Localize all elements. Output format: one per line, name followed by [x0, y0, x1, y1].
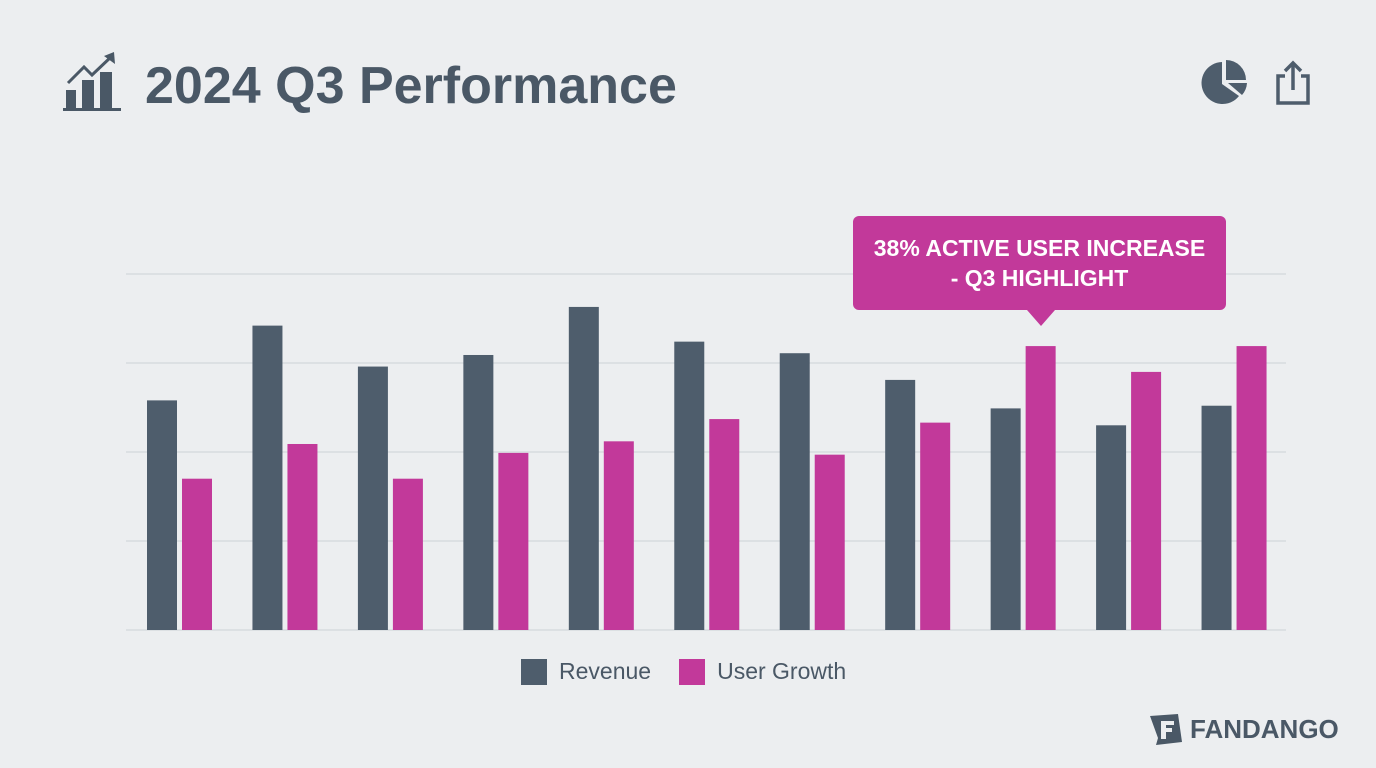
legend-swatch-revenue — [521, 658, 547, 685]
annotation-line-2: - Q3 HIGHLIGHT — [950, 265, 1129, 291]
bar-revenue — [357, 366, 388, 630]
bar-revenue — [779, 353, 810, 630]
bar-user-growth — [920, 422, 951, 630]
bar-revenue — [147, 400, 177, 630]
legend-item-revenue: Revenue — [521, 658, 651, 685]
bar-user-growth — [392, 478, 423, 630]
bar-user-growth — [182, 478, 212, 630]
brand-logo: FANDANGO — [1148, 712, 1339, 746]
share-icon[interactable] — [1273, 58, 1313, 108]
bar-user-growth — [287, 443, 318, 630]
legend-item-user-growth: User Growth — [679, 658, 846, 685]
bar-revenue — [885, 379, 916, 630]
bar-user-growth — [709, 419, 740, 630]
legend: Revenue User Growth — [521, 658, 874, 685]
bar-user-growth — [814, 454, 845, 630]
annotation-line-1: 38% ACTIVE USER INCREASE — [873, 235, 1206, 261]
brand-name: FANDANGO — [1190, 713, 1339, 744]
annotation-callout: 38% ACTIVE USER INCREASE - Q3 HIGHLIGHT — [853, 216, 1226, 326]
bar-revenue — [463, 354, 494, 630]
bar-revenue — [674, 341, 705, 630]
fandango-logo-icon — [1150, 714, 1182, 745]
bar-user-growth — [1131, 371, 1162, 630]
bar-revenue — [990, 408, 1021, 630]
bar-revenue — [252, 325, 283, 630]
pie-chart-icon[interactable] — [1200, 58, 1250, 108]
bar-user-growth — [603, 441, 634, 630]
bar-revenue — [568, 306, 599, 630]
legend-label: Revenue — [559, 658, 652, 684]
growth-chart-icon — [63, 52, 121, 111]
bar-user-growth — [1025, 346, 1056, 630]
bar-revenue — [1096, 425, 1127, 630]
legend-swatch-user-growth — [679, 658, 706, 685]
bar-revenue — [1201, 405, 1232, 630]
bar-user-growth — [1236, 346, 1267, 630]
bar-user-growth — [498, 452, 529, 630]
legend-label: User Growth — [717, 658, 847, 684]
page-title: 2024 Q3 Performance — [145, 57, 677, 115]
